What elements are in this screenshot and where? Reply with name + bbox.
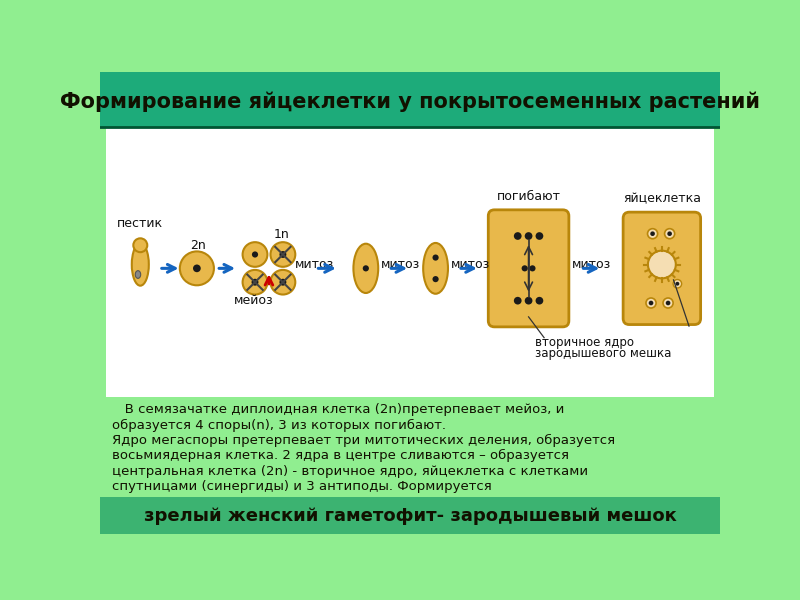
- Ellipse shape: [525, 297, 533, 305]
- Text: митоз: митоз: [572, 258, 611, 271]
- FancyBboxPatch shape: [100, 397, 720, 497]
- Text: погибают: погибают: [497, 190, 561, 203]
- Text: яйцеклетка: яйцеклетка: [623, 193, 701, 206]
- Ellipse shape: [242, 270, 267, 295]
- Ellipse shape: [535, 232, 543, 240]
- Ellipse shape: [663, 298, 673, 308]
- Ellipse shape: [279, 279, 286, 286]
- Ellipse shape: [673, 280, 682, 288]
- Text: митоз: митоз: [382, 258, 421, 271]
- Ellipse shape: [242, 242, 267, 267]
- Text: центральная клетка (2n) - вторичное ядро, яйцеклетка с клетками: центральная клетка (2n) - вторичное ядро…: [112, 464, 588, 478]
- FancyBboxPatch shape: [106, 127, 714, 397]
- Ellipse shape: [252, 251, 258, 257]
- Text: мейоз: мейоз: [234, 294, 274, 307]
- Text: Формирование яйцеклетки у покрытосеменных растений: Формирование яйцеклетки у покрытосеменны…: [60, 91, 760, 112]
- Ellipse shape: [362, 265, 369, 271]
- Ellipse shape: [530, 265, 535, 271]
- Ellipse shape: [193, 265, 201, 272]
- Text: спутницами (синергиды) и 3 антиподы. Формируется: спутницами (синергиды) и 3 антиподы. Фор…: [112, 480, 491, 493]
- Ellipse shape: [649, 301, 654, 305]
- Text: митоз: митоз: [451, 258, 490, 271]
- Text: вторичное ядро: вторичное ядро: [534, 336, 634, 349]
- Ellipse shape: [270, 270, 295, 295]
- Ellipse shape: [650, 232, 655, 236]
- Ellipse shape: [525, 232, 533, 240]
- Ellipse shape: [646, 298, 656, 308]
- Ellipse shape: [665, 229, 674, 239]
- Ellipse shape: [667, 232, 672, 236]
- Text: 1n: 1n: [274, 228, 290, 241]
- FancyBboxPatch shape: [623, 212, 701, 325]
- Text: образуется 4 споры(n), 3 из которых погибают.: образуется 4 споры(n), 3 из которых поги…: [112, 419, 446, 431]
- Ellipse shape: [279, 251, 286, 258]
- Text: Ядро мегаспоры претерпевает три митотических деления, образуется: Ядро мегаспоры претерпевает три митотиче…: [112, 434, 614, 447]
- Ellipse shape: [433, 276, 438, 282]
- FancyBboxPatch shape: [100, 72, 720, 127]
- Ellipse shape: [132, 244, 149, 286]
- Ellipse shape: [647, 229, 658, 239]
- Text: В семязачатке диплоидная клетка (2n)претерпевает мейоз, и: В семязачатке диплоидная клетка (2n)прет…: [112, 403, 564, 416]
- Ellipse shape: [134, 238, 147, 252]
- Ellipse shape: [535, 297, 543, 305]
- Ellipse shape: [270, 242, 295, 267]
- Ellipse shape: [180, 251, 214, 285]
- Text: митоз: митоз: [295, 258, 334, 271]
- Ellipse shape: [423, 243, 448, 294]
- Ellipse shape: [514, 232, 522, 240]
- Ellipse shape: [251, 279, 258, 286]
- Ellipse shape: [522, 265, 528, 271]
- Text: восьмиядерная клетка. 2 ядра в центре сливаются – образуется: восьмиядерная клетка. 2 ядра в центре сл…: [112, 449, 569, 463]
- FancyBboxPatch shape: [488, 210, 569, 327]
- Ellipse shape: [135, 271, 141, 278]
- Ellipse shape: [514, 297, 522, 305]
- Ellipse shape: [354, 244, 378, 293]
- Text: 2n: 2n: [190, 239, 206, 252]
- Ellipse shape: [433, 254, 438, 260]
- Text: зародышевого мешка: зародышевого мешка: [534, 347, 671, 359]
- Ellipse shape: [666, 301, 670, 305]
- Ellipse shape: [648, 251, 676, 278]
- Ellipse shape: [675, 282, 679, 286]
- Text: зрелый женский гаметофит- зародышевый мешок: зрелый женский гаметофит- зародышевый ме…: [144, 506, 676, 524]
- Text: пестик: пестик: [118, 217, 163, 230]
- FancyBboxPatch shape: [100, 497, 720, 534]
